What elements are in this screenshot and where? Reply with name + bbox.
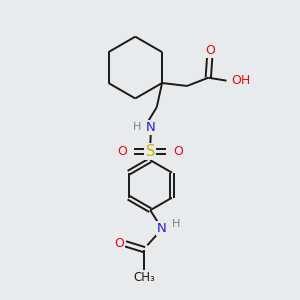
Text: N: N xyxy=(146,121,156,134)
Text: H: H xyxy=(133,122,141,132)
Text: N: N xyxy=(157,222,166,235)
Text: OH: OH xyxy=(231,74,250,87)
Text: O: O xyxy=(118,145,128,158)
Text: O: O xyxy=(205,44,215,56)
Text: H: H xyxy=(172,219,180,229)
Text: O: O xyxy=(114,237,124,250)
Text: S: S xyxy=(146,144,155,159)
Text: O: O xyxy=(173,145,183,158)
Text: CH₃: CH₃ xyxy=(134,271,155,284)
